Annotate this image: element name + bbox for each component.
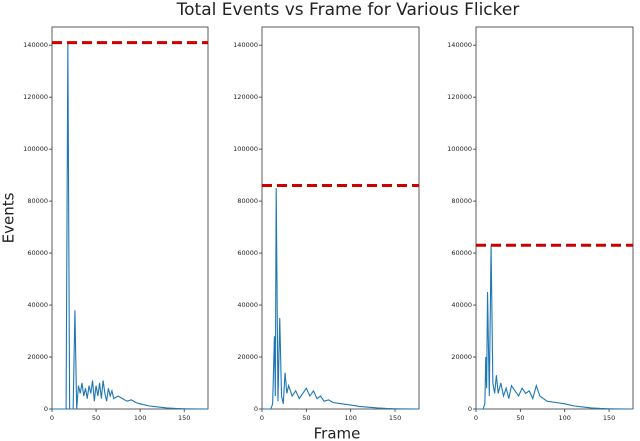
x-tick-label: 0 [50,414,54,422]
y-tick-label: 140000 [233,41,258,49]
x-tick-label: 100 [134,414,146,422]
y-tick-label: 100000 [23,145,48,153]
y-tick-label: 100000 [447,145,472,153]
x-tick-label: 150 [178,414,190,422]
y-axis-label: Events [0,192,18,243]
y-tick-label: 120000 [23,93,48,101]
data-line [52,42,209,410]
y-tick-label: 60000 [27,249,48,257]
y-tick-label: 60000 [237,249,258,257]
x-tick-label: 50 [92,414,100,422]
y-tick-label: 80000 [237,197,258,205]
y-tick-label: 80000 [451,197,472,205]
y-tick-label: 80000 [27,197,48,205]
plot-frame [261,26,420,410]
y-tick-label: 40000 [237,301,258,309]
x-tick-label: 100 [344,414,356,422]
y-tick-label: 120000 [233,93,258,101]
y-tick-label: 0 [254,405,258,413]
x-tick-label: 0 [260,414,264,422]
data-line [476,245,634,410]
y-tick-label: 40000 [27,301,48,309]
x-tick-label: 0 [474,414,478,422]
y-tick-label: 0 [468,405,472,413]
y-tick-label: 20000 [27,353,48,361]
y-tick-label: 140000 [447,41,472,49]
plot-frame [51,26,209,410]
x-tick-label: 150 [603,414,615,422]
x-tick-label: 50 [516,414,524,422]
plot-frame [475,26,634,410]
x-tick-label: 150 [389,414,401,422]
y-tick-label: 0 [44,405,48,413]
data-line [262,188,420,410]
y-tick-label: 60000 [451,249,472,257]
x-tick-label: 50 [302,414,310,422]
x-axis-label: Frame [314,425,361,441]
y-tick-label: 40000 [451,301,472,309]
y-tick-label: 140000 [23,41,48,49]
figure-title: Total Events vs Frame for Various Flicke… [176,0,520,20]
y-tick-label: 20000 [451,353,472,361]
y-tick-label: 120000 [447,93,472,101]
y-tick-label: 100000 [233,145,258,153]
x-tick-label: 100 [558,414,570,422]
y-tick-label: 20000 [237,353,258,361]
